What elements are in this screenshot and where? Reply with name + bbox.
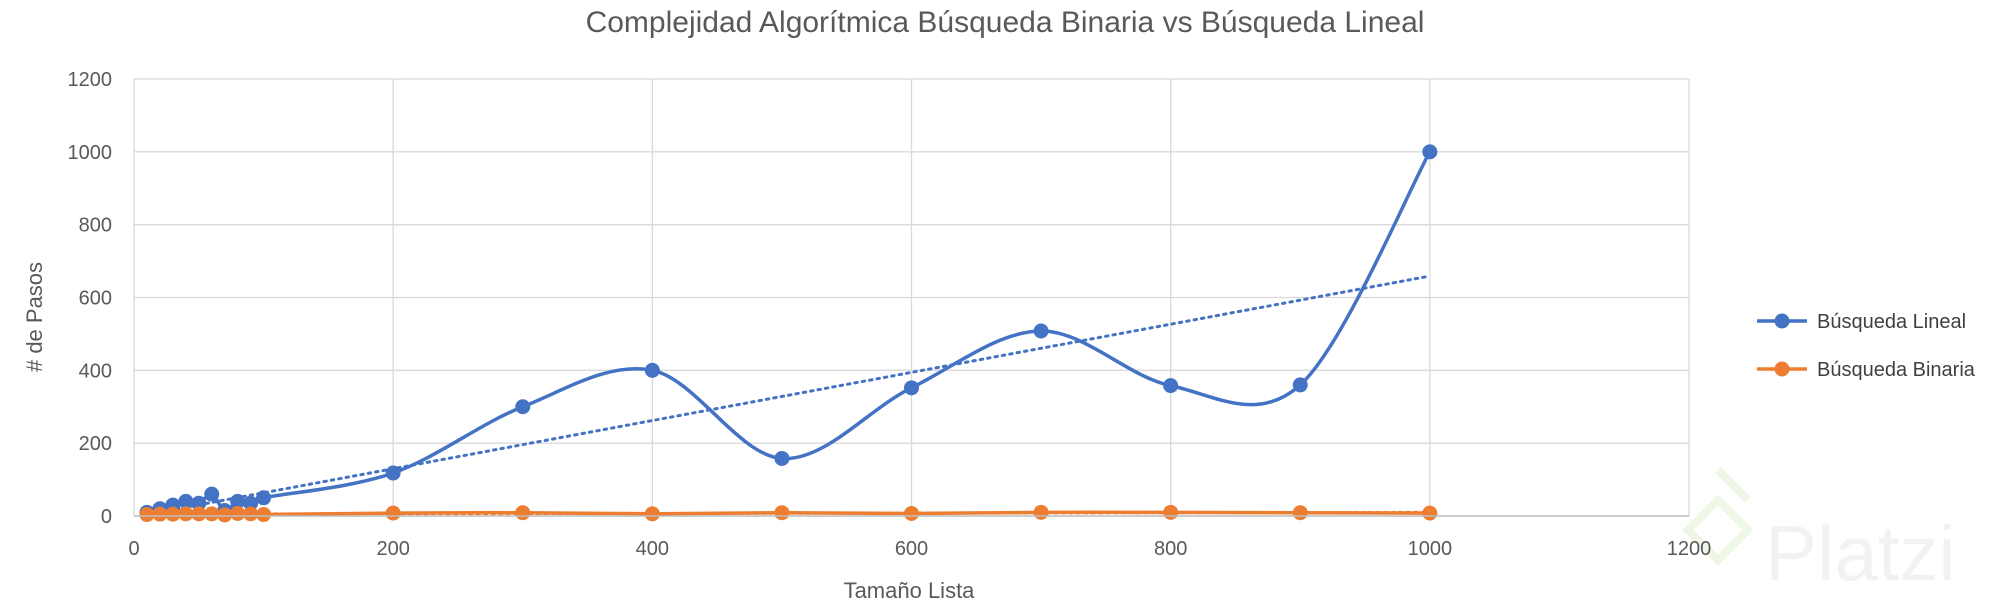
data-point-binaria [217,507,233,523]
data-point-lineal [1292,377,1308,393]
x-tick-label: 600 [895,538,928,560]
data-point-binaria [774,505,790,521]
data-point-binaria [204,506,220,522]
data-point-binaria [243,506,259,522]
platzi-logo-icon [1682,467,1754,566]
data-point-binaria [139,507,155,523]
data-point-lineal [904,380,919,396]
data-point-lineal [256,490,272,506]
data-point-binaria [1163,504,1179,520]
data-point-binaria [256,507,272,523]
data-point-binaria [385,505,401,521]
legend-label-binaria: Búsqueda Binaria [1817,359,1976,381]
data-point-binaria [1292,505,1308,521]
data-point-lineal [1033,323,1049,339]
data-point-binaria [1422,505,1438,521]
x-tick-label: 200 [376,538,409,560]
y-tick-label: 0 [101,506,112,528]
y-tick-label: 1000 [68,142,113,164]
data-point-binaria [515,505,531,521]
data-point-binaria [165,506,181,522]
data-point-lineal [1163,378,1179,394]
data-point-lineal [515,399,531,415]
y-tick-label: 400 [79,360,112,382]
y-tick-label: 200 [79,433,112,455]
data-point-lineal [230,493,246,509]
legend-marker-lineal [1774,313,1790,329]
legend-label-lineal: Búsqueda Lineal [1817,311,1966,333]
data-point-lineal [204,486,220,502]
x-tick-label: 800 [1154,538,1187,560]
x-tick-label: 0 [128,538,139,560]
x-tick-label: 400 [636,538,669,560]
data-point-lineal [243,495,259,511]
data-point-lineal [191,495,207,511]
data-point-lineal [178,493,194,509]
platzi-watermark: Platzi [1682,467,1956,597]
x-axis-label: Tamaño Lista [844,578,976,603]
data-point-lineal [385,465,401,481]
data-point-binaria [152,506,168,522]
data-point-binaria [230,505,246,521]
trendline-lineal [145,274,1432,516]
y-tick-label: 800 [79,215,112,237]
y-tick-label: 1200 [68,69,113,91]
x-tick-label: 1000 [1408,538,1453,560]
data-point-binaria [904,505,919,521]
data-point-binaria [1033,504,1049,520]
data-point-binaria [191,506,207,522]
watermark-text: Platzi [1765,509,1956,597]
y-tick-label: 600 [79,288,112,310]
legend: Búsqueda Lineal Búsqueda Binaria [1757,311,1976,381]
data-point-lineal [774,450,790,466]
x-tick-label: 1200 [1667,538,1712,560]
data-point-lineal [644,362,660,378]
data-point-binaria [178,506,194,522]
data-point-binaria [644,506,660,522]
plot-area: 0 200 400 600 800 1000 1200 0 200 400 600 800 1000 12… [68,69,1712,560]
y-axis-label: # de Pasos [22,262,47,372]
chart-title: Complejidad Algorítmica Búsqueda Binaria… [586,6,1425,39]
legend-marker-binaria [1774,361,1790,377]
data-point-lineal [1422,144,1438,160]
